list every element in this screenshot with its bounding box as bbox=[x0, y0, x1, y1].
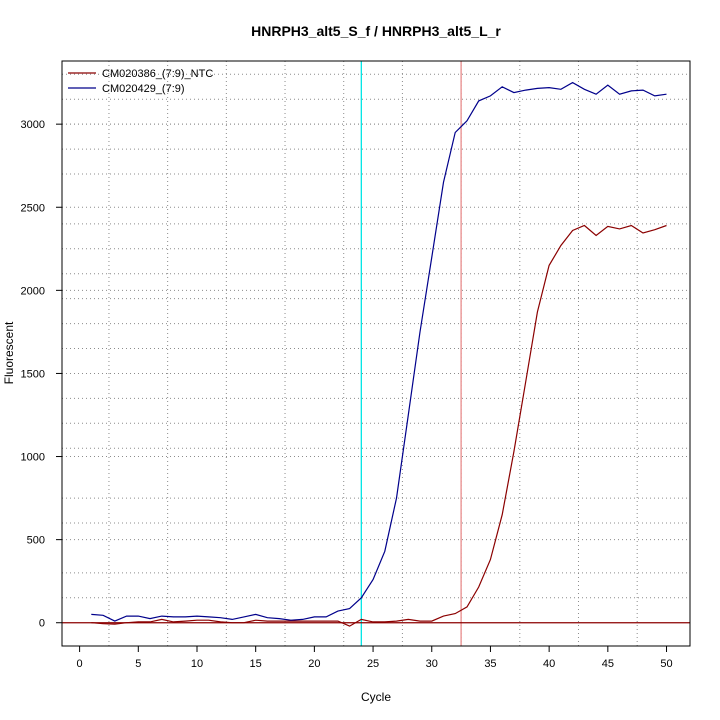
x-tick-label: 25 bbox=[367, 658, 379, 670]
legend-label: CM020429_(7:9) bbox=[102, 83, 185, 95]
x-tick-label: 30 bbox=[426, 658, 438, 670]
x-tick-label: 45 bbox=[602, 658, 614, 670]
y-tick-label: 0 bbox=[39, 618, 45, 630]
series-group bbox=[62, 81, 690, 627]
x-tick-label: 40 bbox=[543, 658, 555, 670]
y-axis: 0 500 1000 1500 2000 2500 3000 bbox=[21, 119, 62, 630]
y-tick-label: 2500 bbox=[21, 202, 45, 214]
y-tick-label: 1000 bbox=[21, 452, 45, 464]
x-tick-label: 0 bbox=[77, 658, 83, 670]
x-tick-label: 50 bbox=[660, 658, 672, 670]
x-tick-label: 15 bbox=[250, 658, 262, 670]
series-line bbox=[91, 224, 667, 627]
y-tick-label: 500 bbox=[27, 535, 45, 547]
legend: CM020386_(7:9)_NTC CM020429_(7:9) bbox=[68, 68, 213, 95]
x-axis-label: Cycle bbox=[361, 690, 391, 704]
vertical-markers bbox=[360, 61, 462, 646]
x-tick-label: 35 bbox=[484, 658, 496, 670]
x-tick-label: 20 bbox=[308, 658, 320, 670]
chart-title: HNRPH3_alt5_S_f / HNRPH3_alt5_L_r bbox=[251, 23, 501, 39]
x-tick-label: 5 bbox=[135, 658, 141, 670]
series-line bbox=[91, 81, 667, 622]
x-axis: 0 5 10 15 20 25 30 35 40 45 50 bbox=[77, 646, 673, 670]
y-tick-label: 1500 bbox=[21, 368, 45, 380]
x-tick-label: 10 bbox=[191, 658, 203, 670]
y-axis-label: Fluorescent bbox=[2, 321, 16, 384]
y-tick-label: 3000 bbox=[21, 119, 45, 131]
plot-frame bbox=[61, 60, 691, 647]
legend-label: CM020386_(7:9)_NTC bbox=[102, 68, 213, 80]
y-tick-label: 2000 bbox=[21, 285, 45, 297]
